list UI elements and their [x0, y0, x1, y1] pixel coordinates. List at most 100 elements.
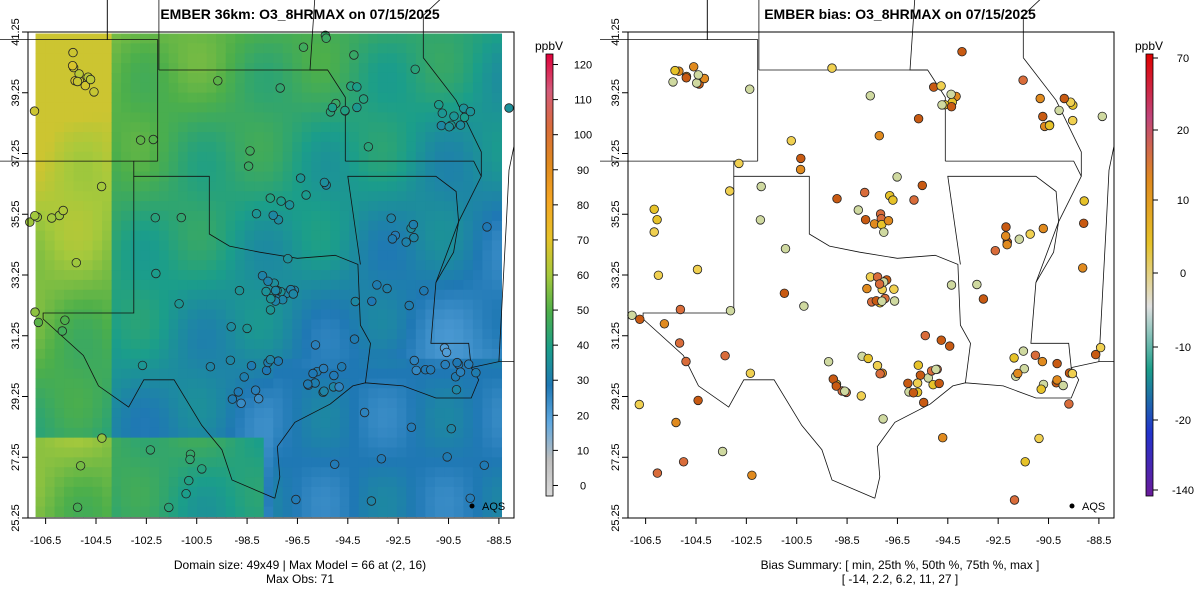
grid-cell — [339, 82, 350, 94]
grid-cell — [149, 447, 160, 458]
grid-cell — [121, 329, 132, 340]
grid-cell — [149, 161, 160, 173]
grid-cell — [273, 230, 284, 242]
grid-cell — [425, 201, 436, 212]
grid-cell — [377, 132, 388, 143]
grid-cell — [254, 486, 265, 498]
grid-cell — [453, 171, 464, 182]
grid-cell — [320, 368, 331, 380]
grid-cell — [349, 279, 360, 291]
grid-cell — [311, 299, 322, 311]
grid-cell — [292, 427, 303, 439]
grid-cell — [102, 63, 113, 74]
grid-cell — [206, 72, 217, 84]
grid-cell — [349, 368, 360, 380]
grid-cell — [254, 53, 265, 64]
grid-cell — [206, 477, 217, 488]
x-tick-label: -90.5 — [1036, 535, 1061, 547]
grid-cell — [377, 181, 388, 192]
station-marker — [1030, 350, 1041, 361]
grid-cell — [168, 33, 179, 44]
grid-cell — [320, 260, 331, 271]
station-marker — [883, 215, 894, 226]
grid-cell — [35, 358, 46, 370]
station-marker — [1009, 495, 1020, 505]
x-tick-label: -106.5 — [630, 535, 661, 547]
grid-cell — [387, 171, 398, 182]
grid-cell — [130, 319, 141, 330]
grid-cell — [187, 279, 198, 291]
grid-cell — [434, 289, 445, 301]
grid-cell — [73, 171, 84, 182]
grid-cell — [349, 220, 360, 232]
grid-cell — [168, 171, 179, 182]
grid-cell — [349, 260, 360, 271]
grid-cell — [92, 132, 103, 143]
grid-cell — [387, 43, 398, 54]
grid-cell — [121, 92, 132, 104]
grid-cell — [415, 348, 426, 360]
grid-cell — [387, 339, 398, 350]
grid-cell — [64, 210, 75, 222]
grid-cell — [463, 447, 474, 458]
grid-cell — [339, 92, 350, 104]
grid-cell — [434, 437, 445, 449]
grid-cell — [121, 230, 132, 242]
grid-cell — [396, 161, 407, 173]
grid-cell — [159, 398, 170, 409]
grid-cell — [292, 112, 303, 123]
station-marker — [308, 368, 318, 379]
grid-cell — [235, 171, 246, 182]
grid-cell — [301, 72, 312, 84]
grid-cell — [263, 378, 274, 389]
station-marker — [1059, 93, 1070, 104]
bias-panel: EMBER bias: O3_8HRMAX on 07/15/2025 -106… — [600, 0, 1200, 600]
grid-cell — [35, 279, 46, 291]
grid-cell — [45, 417, 56, 429]
grid-cell — [320, 329, 331, 340]
grid-cell — [301, 368, 312, 380]
station-marker — [145, 445, 156, 455]
grid-cell — [425, 141, 436, 153]
grid-cell — [491, 270, 503, 281]
grid-cell — [453, 270, 464, 281]
grid-cell — [425, 348, 436, 360]
grid-cell — [444, 260, 455, 271]
grid-cell — [311, 191, 322, 202]
grid-cell — [254, 339, 265, 350]
grid-cell — [482, 33, 493, 44]
grid-cell — [149, 506, 160, 518]
station-marker — [1020, 457, 1030, 467]
grid-cell — [463, 486, 474, 498]
grid-cell — [339, 201, 350, 212]
grid-cell — [472, 358, 483, 370]
grid-cell — [263, 82, 274, 94]
grid-cell — [358, 348, 369, 360]
station-marker — [668, 77, 678, 87]
grid-cell — [35, 43, 46, 54]
station-marker — [30, 210, 40, 221]
grid-cell — [168, 92, 179, 104]
grid-cell — [415, 289, 426, 301]
grid-cell — [235, 348, 246, 360]
grid-cell — [406, 102, 417, 113]
grid-cell — [102, 368, 113, 380]
grid-cell — [244, 329, 255, 340]
grid-cell — [45, 191, 56, 202]
grid-cell — [282, 102, 293, 113]
grid-cell — [396, 358, 407, 370]
grid-cell — [121, 299, 132, 311]
grid-cell — [197, 477, 208, 488]
grid-cell — [339, 319, 350, 330]
grid-cell — [434, 250, 445, 261]
aqs-legend-label: AQS — [482, 501, 505, 513]
grid-cell — [482, 112, 493, 123]
grid-cell — [358, 260, 369, 271]
grid-cell — [292, 368, 303, 380]
boundary-lines — [600, 0, 1115, 499]
grid-cell — [54, 457, 65, 468]
station-marker — [1079, 196, 1089, 206]
grid-cell — [320, 506, 331, 518]
grid-cell — [73, 210, 84, 222]
station-marker — [246, 361, 257, 371]
